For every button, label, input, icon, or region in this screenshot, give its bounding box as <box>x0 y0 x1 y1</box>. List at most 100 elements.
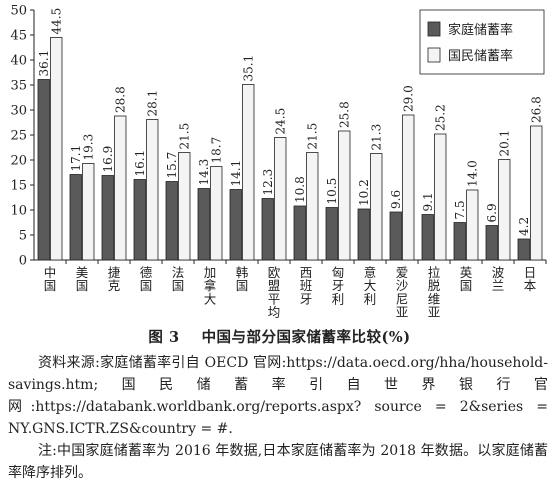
legend-box <box>419 9 545 75</box>
bar-household <box>101 175 114 261</box>
figure-title: 图 3 中国与部分国家储蓄率比较(%) <box>0 326 559 347</box>
legend-household-swatch <box>427 21 441 37</box>
legend-national-swatch <box>427 47 441 63</box>
y-tick-label: 40 <box>10 54 27 69</box>
bar-national <box>146 119 159 261</box>
bar-national <box>242 84 255 261</box>
data-label-national: 25.2 <box>433 104 447 131</box>
bar-household <box>485 225 498 261</box>
bar-household <box>261 198 274 261</box>
x-tick-label: 匈牙利 <box>332 265 345 306</box>
data-label-household: 10.8 <box>293 176 307 203</box>
y-tick-label: 45 <box>10 29 27 44</box>
bar-national <box>370 153 383 261</box>
data-label-national: 28.1 <box>145 90 159 117</box>
y-tick-label: 15 <box>10 179 27 194</box>
bar-household <box>421 214 434 261</box>
data-label-household: 14.1 <box>229 160 243 187</box>
data-label-national: 20.1 <box>497 130 511 157</box>
bar-household <box>357 208 370 261</box>
legend-national-label: 国民储蓄率 <box>448 48 513 64</box>
x-tick-label: 爱沙尼亚 <box>396 265 409 320</box>
bar-household <box>165 181 178 261</box>
x-tick-label: 德国 <box>140 265 153 293</box>
bar-household <box>69 174 82 261</box>
bar-national <box>498 159 511 261</box>
data-label-national: 19.3 <box>81 134 95 161</box>
y-tick-label: 10 <box>10 204 27 219</box>
data-label-national: 26.8 <box>529 96 543 123</box>
bar-national <box>402 114 415 261</box>
y-tick-label: 50 <box>10 4 27 19</box>
x-tick-label: 英国 <box>460 265 473 293</box>
bar-national <box>50 37 63 261</box>
data-label-household: 17.1 <box>69 145 83 172</box>
data-label-national: 25.8 <box>337 101 351 128</box>
bar-national <box>82 163 95 261</box>
y-tick-label: 5 <box>19 229 27 244</box>
footnote: 注:中国家庭储蓄率为 2016 年数据,日本家庭储蓄率为 2018 年数据。以家… <box>8 443 548 481</box>
data-label-household: 14.3 <box>197 159 211 186</box>
data-label-household: 6.9 <box>485 203 499 222</box>
data-label-national: 29.0 <box>401 85 415 112</box>
x-tick-label: 波兰 <box>492 265 505 293</box>
data-label-national: 21.5 <box>305 123 319 150</box>
figure-title-text: 中国与部分国家储蓄率比较(%) <box>201 329 411 346</box>
bar-national <box>530 125 543 261</box>
data-label-household: 10.5 <box>325 178 339 205</box>
data-label-household: 16.9 <box>101 146 115 173</box>
data-label-household: 15.7 <box>165 152 179 179</box>
data-label-national: 35.1 <box>241 55 255 82</box>
y-tick-label: 35 <box>10 79 27 94</box>
y-tick-label: 20 <box>10 154 27 169</box>
data-label-national: 28.8 <box>113 86 127 113</box>
x-tick-label: 法国 <box>172 265 185 293</box>
data-label-national: 21.3 <box>369 124 383 151</box>
bar-national <box>466 189 479 261</box>
bar-national <box>338 130 351 261</box>
bar-national <box>178 152 191 261</box>
x-tick-label: 加拿大 <box>204 265 217 306</box>
x-tick-label: 拉脱维亚 <box>428 265 441 320</box>
bar-household <box>197 188 210 261</box>
x-tick-label: 韩国 <box>236 265 249 293</box>
data-label-national: 18.7 <box>209 137 223 164</box>
bar-household <box>517 238 530 261</box>
source-note: 资料来源:家庭储蓄率引自 OECD 官网:https://data.oecd.o… <box>8 355 548 437</box>
bar-household <box>133 179 146 261</box>
data-label-household: 36.1 <box>37 50 51 77</box>
data-label-national: 44.5 <box>49 8 63 35</box>
savings-rate-chart: 0 5 10 15 20 25 30 35 40 45 50 36.1 44.5 中国 17.119.3 美国… <box>10 4 547 320</box>
y-tick-label: 30 <box>10 104 27 119</box>
x-tick-label: 日本 <box>524 265 537 293</box>
data-label-national: 21.5 <box>177 123 191 150</box>
x-tick-label: 西班牙 <box>300 265 313 306</box>
x-tick-label: 意大利 <box>364 265 377 306</box>
bar-national <box>434 133 447 261</box>
data-label-national: 14.0 <box>465 160 479 187</box>
bar-household <box>325 207 338 261</box>
y-tick-label: 25 <box>10 129 27 144</box>
bar-national <box>210 166 223 261</box>
x-tick-label: 欧盟平均 <box>268 265 281 320</box>
y-tick-label: 0 <box>19 254 27 269</box>
data-label-household: 16.1 <box>133 150 147 177</box>
bar-household <box>37 79 50 261</box>
x-tick-label: 美国 <box>76 265 89 293</box>
data-label-household: 10.2 <box>357 179 371 206</box>
bar-national <box>274 137 287 261</box>
data-label-household: 9.6 <box>389 190 403 209</box>
bar-national <box>306 152 319 261</box>
x-tick-label: 中国 <box>44 265 57 293</box>
bar-household <box>229 189 242 261</box>
bar-household <box>453 222 466 261</box>
data-label-household: 9.1 <box>421 192 435 211</box>
bar-household <box>293 205 306 261</box>
legend-household-label: 家庭储蓄率 <box>448 22 513 38</box>
bar-national <box>114 115 127 261</box>
figure-number: 图 3 <box>148 329 180 346</box>
data-label-household: 7.5 <box>453 200 467 219</box>
x-tick-label: 捷克 <box>108 265 121 293</box>
data-label-national: 24.5 <box>273 108 287 135</box>
bar-household <box>389 211 402 261</box>
